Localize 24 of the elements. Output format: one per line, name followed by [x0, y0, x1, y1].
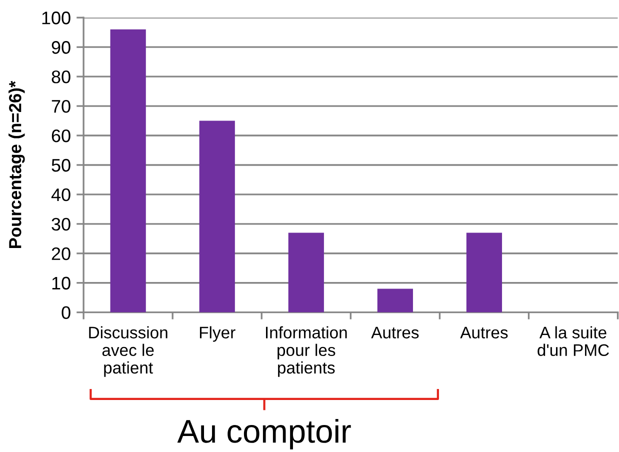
bar	[377, 288, 413, 312]
bar	[199, 120, 235, 312]
bar	[466, 232, 502, 312]
y-tick-label: 100	[42, 12, 70, 24]
x-tick-label: Discussion avec le patient	[89, 326, 168, 377]
y-tick-label: 0	[62, 306, 70, 320]
x-tick-label: Flyer	[200, 326, 236, 342]
y-tick-label: 90	[52, 41, 70, 54]
x-tick-label: A la suite d'un PMC	[538, 326, 609, 356]
y-tick-label: 50	[52, 158, 70, 172]
bar	[110, 29, 146, 312]
y-tick-label: 60	[52, 129, 70, 142]
y-tick-label: 30	[52, 218, 70, 231]
x-tick-label: Information pour les patients	[266, 326, 347, 377]
y-tick-label: 10	[52, 276, 70, 290]
y-tick-label: 40	[51, 188, 70, 202]
y-tick-label: 70	[52, 100, 70, 113]
x-tick-label: Autres	[371, 326, 419, 338]
y-tick-label: 80	[52, 70, 70, 84]
text: Au comptoir	[177, 418, 351, 450]
x-tick-label: Autres	[460, 326, 508, 338]
y-tick-label: 20	[52, 247, 70, 260]
bar	[288, 232, 324, 312]
y-axis-title: Pourcentage (n=26)*	[8, 80, 25, 248]
